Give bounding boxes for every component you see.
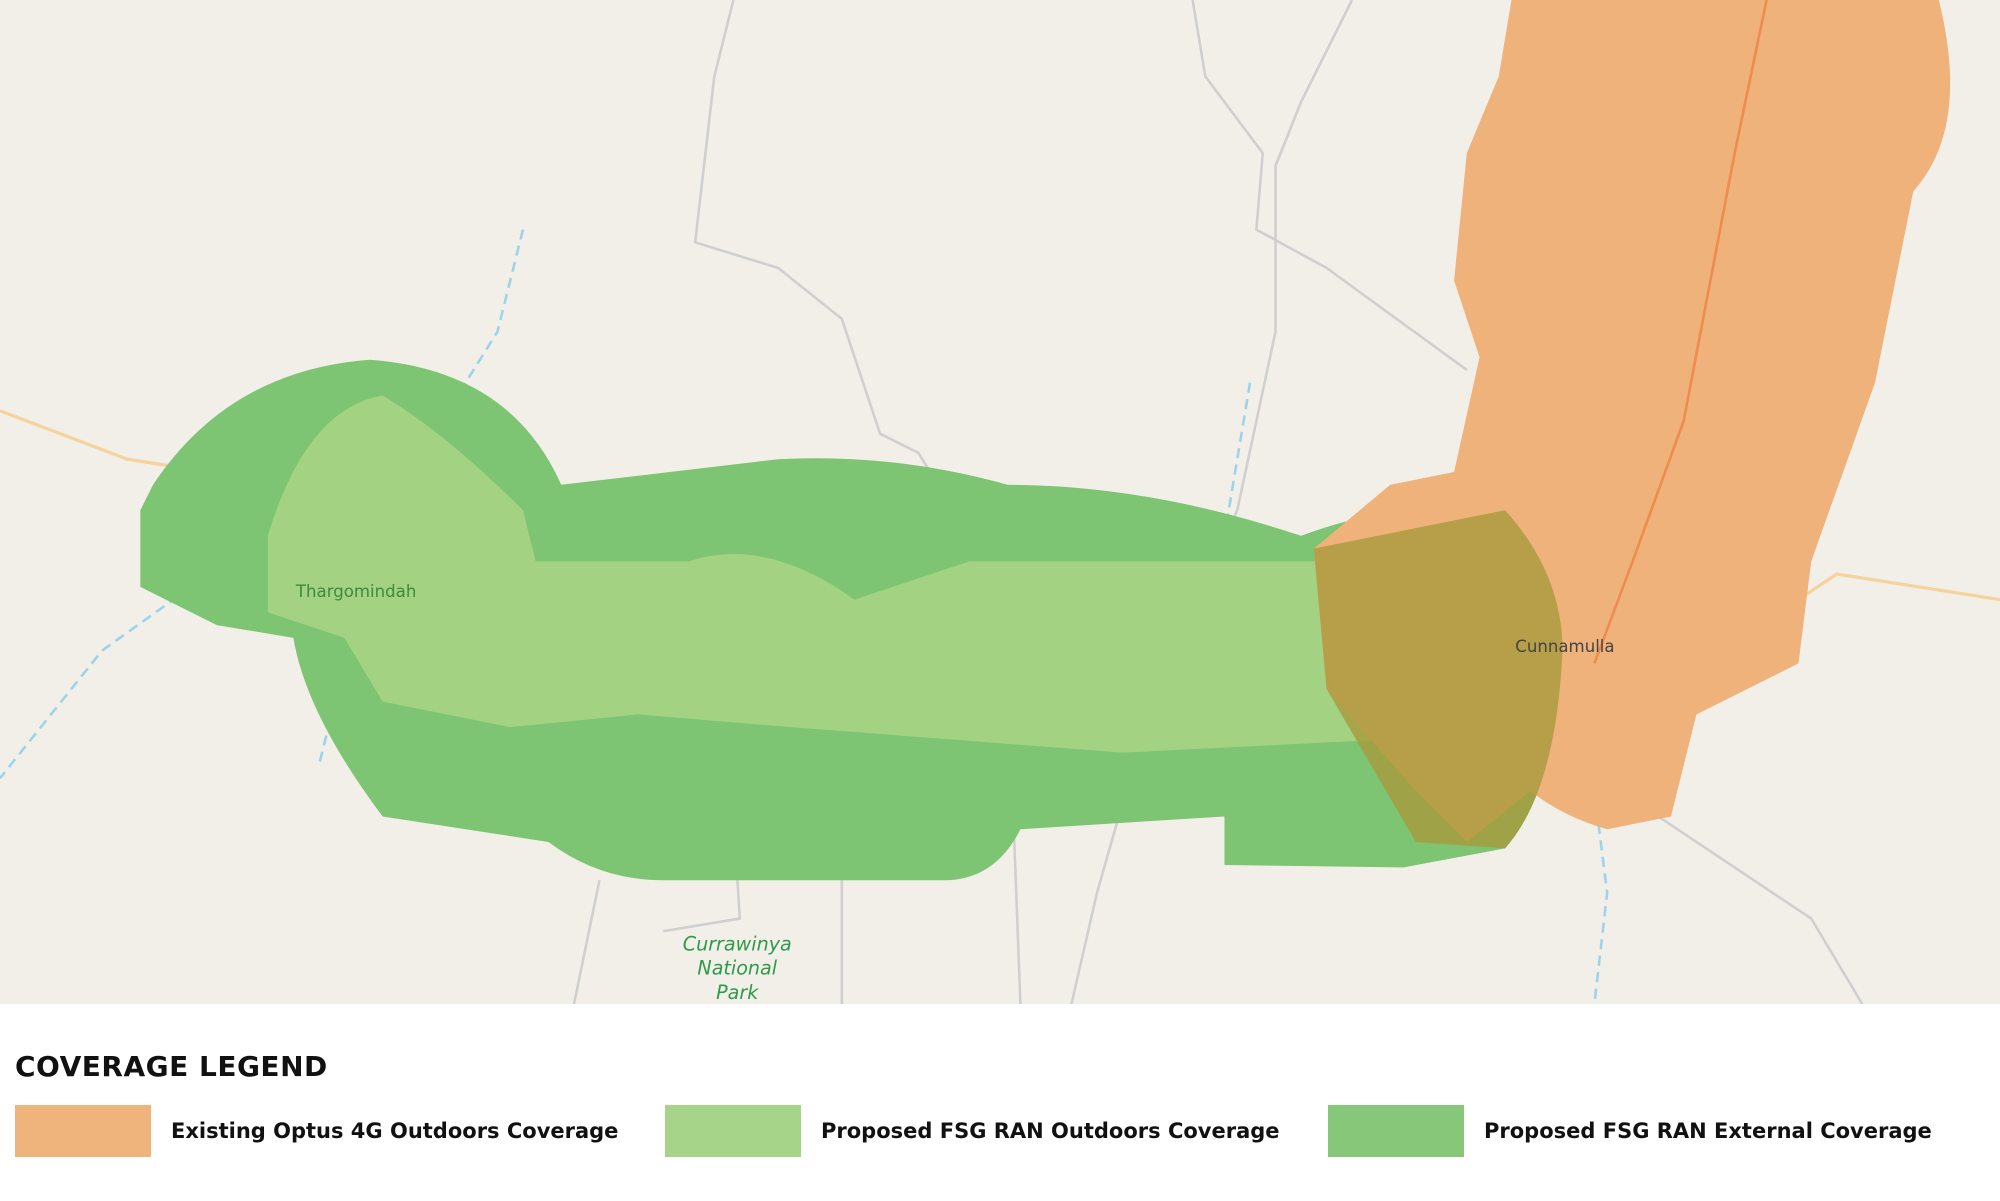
map: Thargomindah Cunnamulla Currawinya Natio… <box>0 0 2000 1004</box>
legend-label: Existing Optus 4G Outdoors Coverage <box>171 1119 619 1143</box>
park-label: Park <box>716 981 759 1004</box>
legend-title: COVERAGE LEGEND <box>15 1050 328 1083</box>
legend-swatch <box>1328 1105 1464 1157</box>
park-label: National <box>697 957 777 980</box>
town-label: Cunnamulla <box>1515 637 1614 656</box>
coverage-overlap <box>1313 510 1563 849</box>
legend-swatch <box>665 1105 801 1157</box>
legend-swatch <box>15 1105 151 1157</box>
legend: COVERAGE LEGEND Existing Optus 4G Outdoo… <box>0 1004 2000 1201</box>
legend-label: Proposed FSG RAN Outdoors Coverage <box>821 1119 1280 1143</box>
legend-label: Proposed FSG RAN External Coverage <box>1484 1119 1932 1143</box>
outdoors-coverage <box>267 395 1429 753</box>
legend-item: Proposed FSG RAN Outdoors Coverage <box>665 1105 1280 1157</box>
town-label: Thargomindah <box>295 582 416 601</box>
park-label: Currawinya <box>683 932 792 955</box>
legend-item: Proposed FSG RAN External Coverage <box>1328 1105 1932 1157</box>
legend-item: Existing Optus 4G Outdoors Coverage <box>15 1105 618 1157</box>
optus-road <box>1593 0 1768 664</box>
